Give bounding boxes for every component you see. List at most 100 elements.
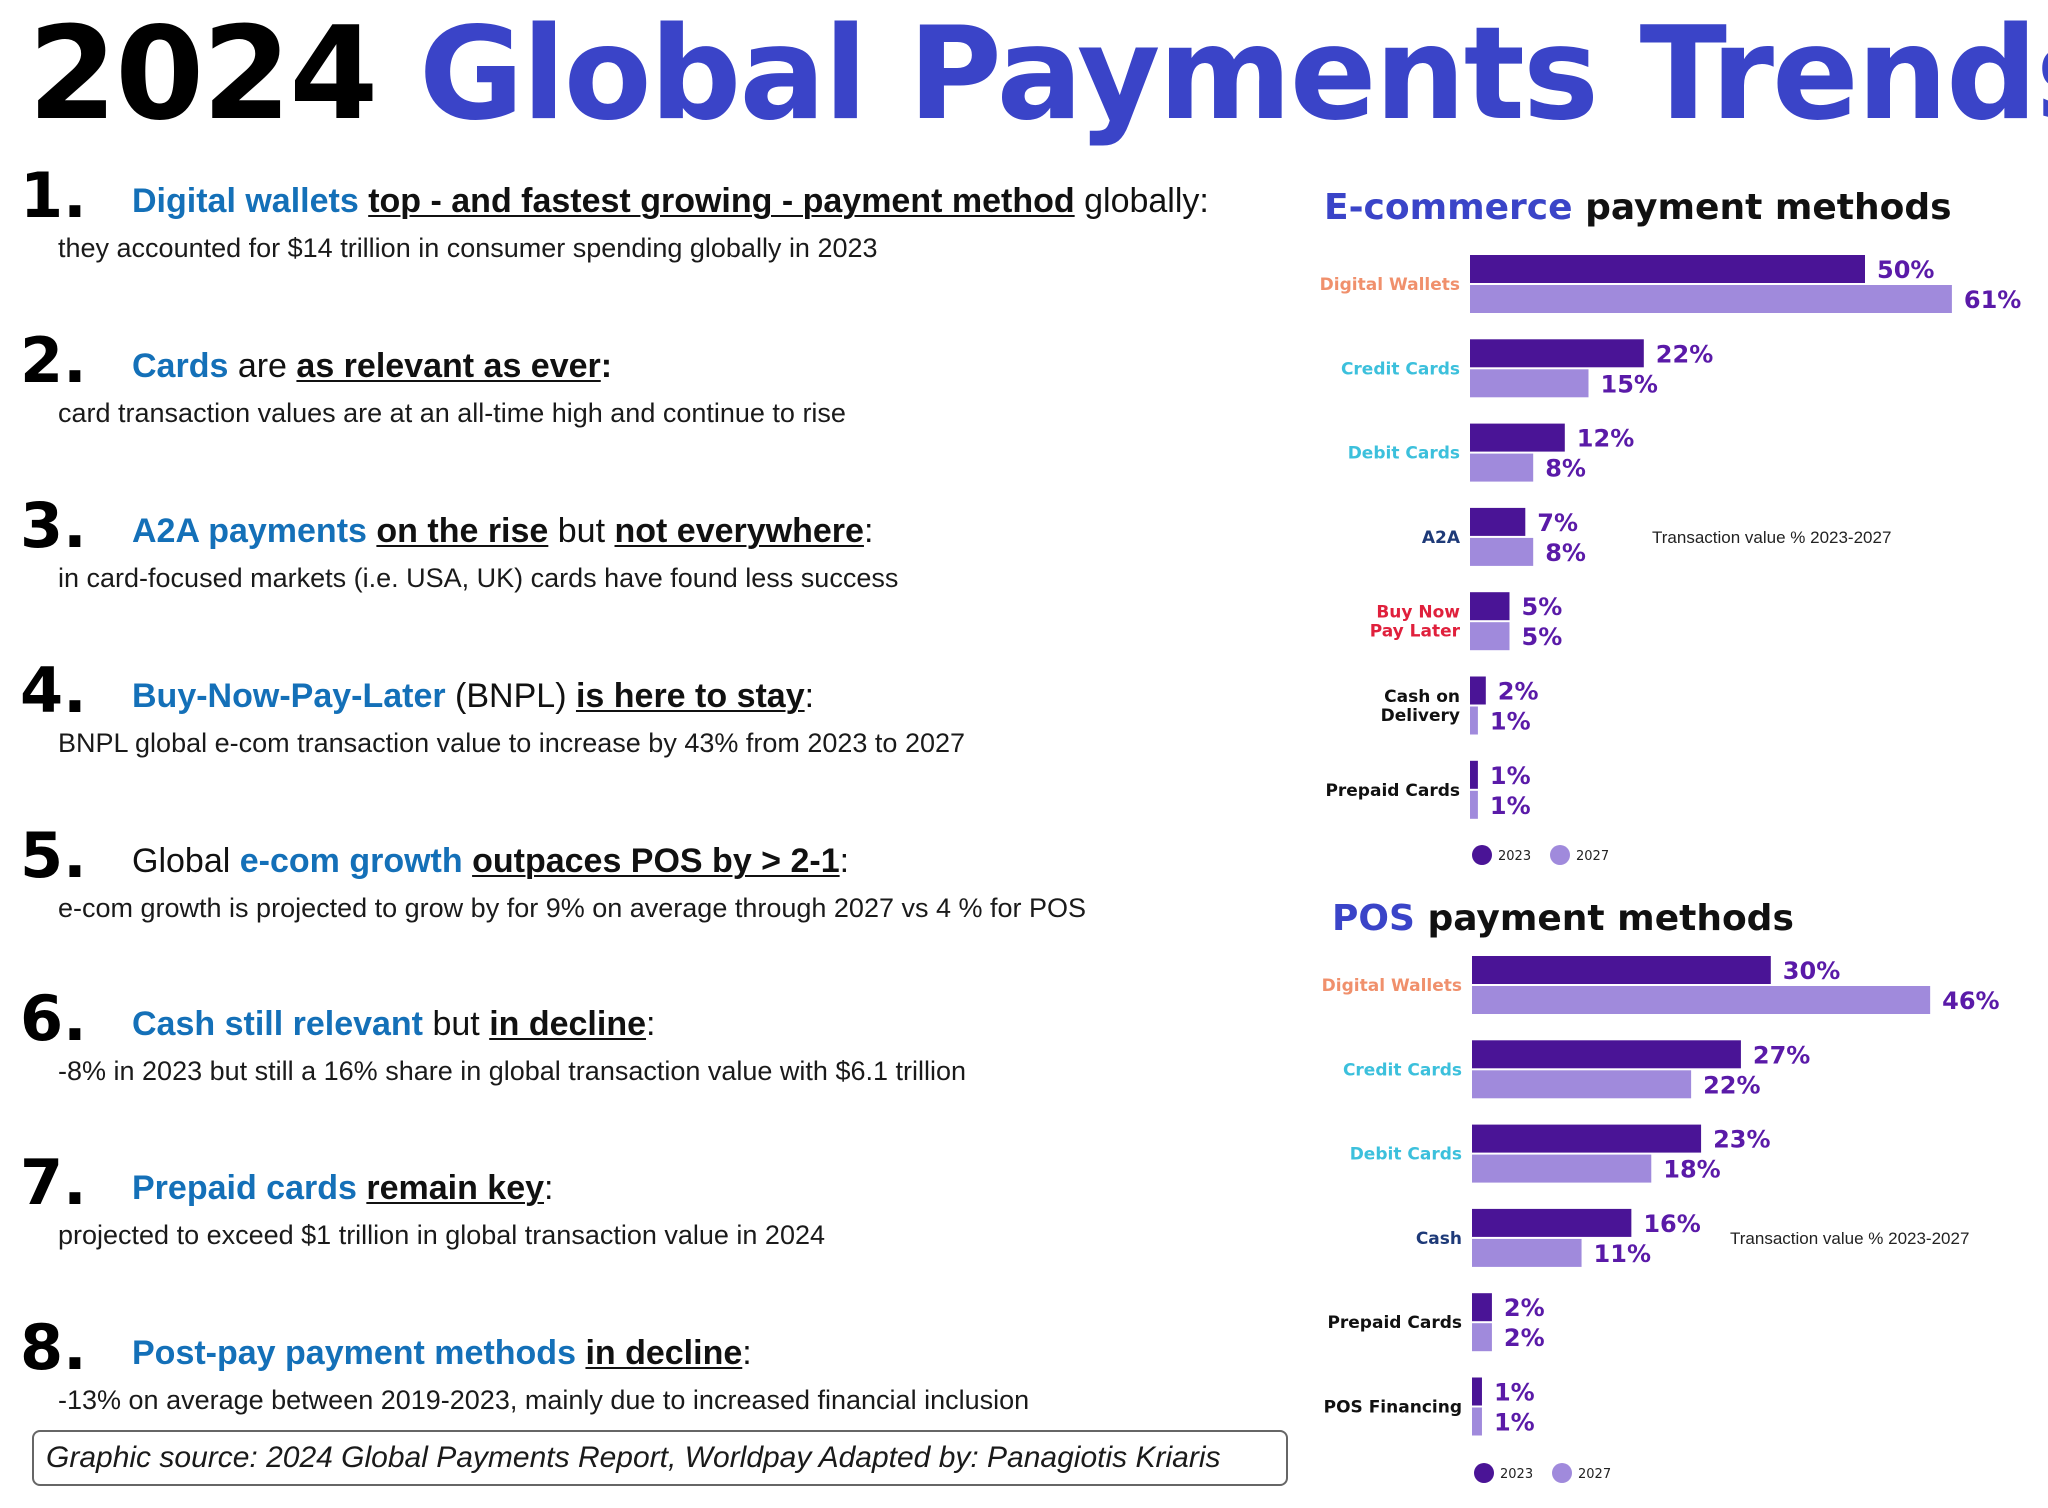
data-label: 30% xyxy=(1783,957,1840,985)
title-year: 2024 xyxy=(28,0,378,149)
data-label: 5% xyxy=(1522,623,1563,651)
trend-heading-text: (BNPL) xyxy=(445,677,576,715)
trend-heading: Buy-Now-Pay-Later (BNPL) is here to stay… xyxy=(132,673,814,719)
trend-heading: Post-pay payment methods in decline: xyxy=(132,1330,752,1376)
trend-heading-text: : xyxy=(742,1334,752,1372)
data-label: 1% xyxy=(1494,1409,1535,1437)
bar-2027 xyxy=(1472,986,1931,1014)
trend-heading: Prepaid cards remain key: xyxy=(132,1165,553,1211)
trend-heading-text: : xyxy=(600,347,613,385)
page-title: 2024 Global Payments Trends xyxy=(28,0,2048,150)
category-label: POS Financing xyxy=(1324,1398,1462,1418)
trend-detail: e-com growth is projected to grow by for… xyxy=(58,893,1087,923)
bar-2023 xyxy=(1470,592,1510,621)
ecommerce-chart-title-rest: payment methods xyxy=(1572,187,1952,228)
bar-2023 xyxy=(1472,1124,1702,1153)
data-label: 18% xyxy=(1663,1156,1720,1184)
category-label: Debit Cards xyxy=(1348,444,1460,464)
trend-number: 4. xyxy=(20,654,87,727)
trend-heading-text xyxy=(359,182,368,220)
bar-2023 xyxy=(1470,255,1865,283)
category-label: Delivery xyxy=(1381,706,1460,726)
data-label: 5% xyxy=(1522,593,1563,621)
bar-2027 xyxy=(1470,622,1510,651)
trend-heading-emphasis: on the rise xyxy=(376,512,549,550)
data-label: 12% xyxy=(1577,425,1634,453)
trend-heading-highlight: Post-pay payment methods xyxy=(132,1334,576,1372)
bar-2027 xyxy=(1470,453,1534,482)
category-label: Pay Later xyxy=(1370,622,1461,642)
legend-label: 2027 xyxy=(1578,1467,1611,1482)
data-label: 16% xyxy=(1643,1210,1700,1238)
trend-heading-emphasis: in decline xyxy=(585,1334,743,1372)
trend-heading-emphasis: in decline xyxy=(489,1005,647,1043)
data-label: 8% xyxy=(1545,455,1586,483)
category-label: Cash on xyxy=(1384,687,1460,707)
category-label: Credit Cards xyxy=(1341,359,1460,379)
category-label: Debit Cards xyxy=(1350,1145,1462,1165)
trend-heading-highlight: Buy-Now-Pay-Later xyxy=(132,677,446,715)
bar-2023 xyxy=(1472,1208,1632,1237)
data-label: 50% xyxy=(1877,256,1934,284)
trend-heading-text: are xyxy=(228,347,297,385)
trend-heading-text: but xyxy=(423,1005,490,1043)
bar-2027 xyxy=(1472,1154,1652,1183)
trend-detail: BNPL global e-com transaction value to i… xyxy=(58,728,966,758)
legend-label: 2023 xyxy=(1498,849,1531,864)
trend-number: 2. xyxy=(20,324,87,397)
legend-swatch-2027 xyxy=(1552,1463,1572,1483)
trend-heading-emphasis: not everywhere xyxy=(614,512,864,550)
bar-2027 xyxy=(1470,537,1534,566)
source-credit: Graphic source: 2024 Global Payments Rep… xyxy=(32,1430,1288,1486)
trend-number: 3. xyxy=(20,489,87,562)
bar-2023 xyxy=(1470,760,1478,789)
legend-swatch-2027 xyxy=(1550,845,1570,865)
bar-2027 xyxy=(1472,1323,1492,1352)
bar-2023 xyxy=(1472,956,1771,984)
category-label: Digital Wallets xyxy=(1322,976,1462,996)
bar-2027 xyxy=(1470,285,1952,313)
bar-2023 xyxy=(1470,507,1526,536)
title-text: Global Payments Trends xyxy=(418,0,2048,149)
trend-detail: -8% in 2023 but still a 16% share in glo… xyxy=(58,1056,967,1086)
data-label: 1% xyxy=(1490,792,1531,820)
pos-chart-title-rest: payment methods xyxy=(1414,898,1794,939)
trend-heading-highlight: e-com growth xyxy=(239,842,463,880)
pos-chart-title-highlight: POS xyxy=(1332,898,1415,939)
trend-heading: Digital wallets top - and fastest growin… xyxy=(132,178,1209,224)
trend-number: 8. xyxy=(20,1311,87,1384)
data-label: 15% xyxy=(1601,370,1658,398)
trend-heading-text: : xyxy=(804,677,815,715)
data-label: 46% xyxy=(1942,987,1999,1015)
category-label: Cash xyxy=(1416,1229,1462,1249)
bar-2023 xyxy=(1470,423,1565,452)
trend-number: 7. xyxy=(20,1146,87,1219)
trend-heading-text: : xyxy=(646,1005,656,1043)
trend-heading: A2A payments on the rise but not everywh… xyxy=(132,508,873,554)
trend-number: 5. xyxy=(20,819,87,892)
category-label: Digital Wallets xyxy=(1320,275,1460,295)
bar-2027 xyxy=(1472,1070,1692,1099)
bar-2023 xyxy=(1472,1040,1741,1069)
data-label: 2% xyxy=(1504,1294,1545,1322)
trend-heading-text: : xyxy=(544,1169,554,1207)
trend-heading-emphasis: is here to stay xyxy=(575,677,805,715)
data-label: 1% xyxy=(1494,1379,1535,1407)
trend-heading-text: Global xyxy=(132,842,240,880)
data-label: 22% xyxy=(1656,340,1713,368)
trend-heading-emphasis: remain key xyxy=(366,1169,545,1207)
ecommerce-payment-methods-chart: Digital Wallets 50% 61% Credit Cards 22%15% D… xyxy=(1320,255,2021,865)
trend-heading: Cards are as relevant as ever: xyxy=(132,343,612,389)
pos-chart-title: POS payment methods xyxy=(1332,897,1794,941)
trend-heading-highlight: Cash still relevant xyxy=(132,1005,424,1043)
data-label: 8% xyxy=(1545,539,1586,567)
data-label: 2% xyxy=(1498,678,1539,706)
trend-number: 1. xyxy=(20,159,87,232)
legend-swatch-2023 xyxy=(1474,1463,1494,1483)
data-label: 11% xyxy=(1594,1240,1651,1268)
bar-2023 xyxy=(1472,1377,1482,1406)
trend-detail: they accounted for $14 trillion in consu… xyxy=(58,233,878,263)
legend-label: 2023 xyxy=(1500,1467,1533,1482)
data-label: 27% xyxy=(1753,1041,1810,1069)
trend-heading-highlight: Prepaid cards xyxy=(132,1169,357,1207)
